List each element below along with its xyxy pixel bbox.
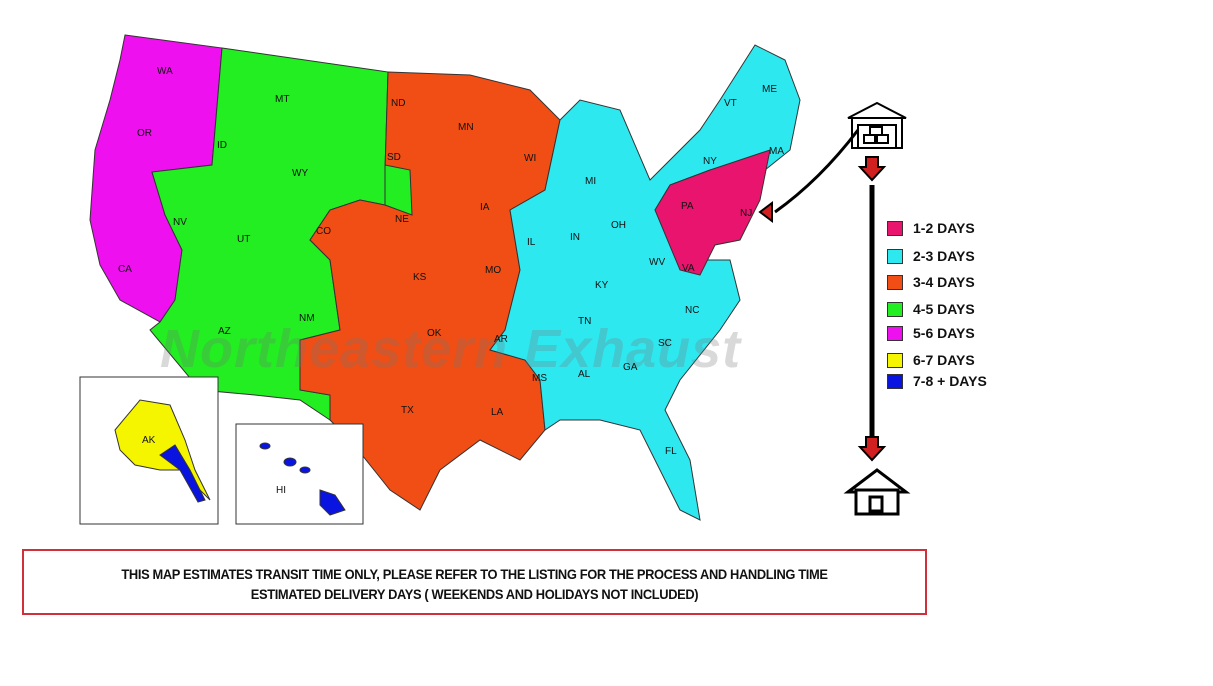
state-label: NE — [395, 214, 409, 225]
legend-swatch — [887, 248, 903, 264]
legend-item: 6-7 DAYS — [887, 351, 975, 369]
state-label: WA — [157, 66, 173, 77]
transit-notice-box: THIS MAP ESTIMATES TRANSIT TIME ONLY, PL… — [22, 549, 927, 615]
legend-item: 1-2 DAYS — [887, 219, 975, 237]
legend-label: 3-4 DAYS — [913, 274, 975, 290]
legend-item: 2-3 DAYS — [887, 247, 975, 265]
legend-swatch — [887, 274, 903, 290]
state-label: TX — [401, 405, 414, 416]
state-label: KS — [413, 272, 427, 283]
state-label: IN — [570, 232, 580, 243]
state-label: MS — [532, 373, 547, 384]
legend-swatch — [887, 352, 903, 368]
nj-arrow-head — [758, 201, 773, 223]
legend-label: 5-6 DAYS — [913, 325, 975, 341]
state-label: KY — [595, 280, 609, 291]
state-label: LA — [491, 407, 504, 418]
legend-label: 6-7 DAYS — [913, 352, 975, 368]
state-label: GA — [623, 362, 638, 373]
state-label: WY — [292, 168, 309, 179]
state-label: ND — [391, 98, 406, 109]
legend-label: 7-8 + DAYS — [913, 373, 987, 389]
state-label: SD — [387, 152, 401, 163]
state-label: IL — [527, 237, 536, 248]
state-label: NV — [173, 217, 187, 228]
alaska-southeast — [159, 444, 206, 503]
state-label: TN — [578, 316, 592, 327]
state-label: CA — [118, 264, 132, 275]
legend-swatch — [887, 301, 903, 317]
legend-label: 4-5 DAYS — [913, 301, 975, 317]
state-label: HI — [276, 485, 286, 496]
state-label: IA — [480, 202, 490, 213]
state-label: WV — [649, 257, 666, 268]
state-label: AK — [142, 435, 156, 446]
state-label: PA — [681, 201, 694, 212]
state-label: SC — [658, 338, 672, 349]
notice-line-2: ESTIMATED DELIVERY DAYS ( WEEKENDS AND H… — [250, 586, 699, 602]
warehouse-icon — [847, 101, 907, 149]
zone-4-5-nebraska — [384, 164, 413, 216]
state-label: NY — [703, 156, 717, 167]
state-label: MT — [275, 94, 290, 105]
watermark-text: Northeastern Exhaust — [160, 319, 742, 379]
state-label: AR — [494, 334, 508, 345]
red-down-arrow-icon — [857, 436, 887, 462]
legend-item: 4-5 DAYS — [887, 300, 975, 318]
legend-item: 7-8 + DAYS — [887, 372, 987, 390]
legend-swatch — [887, 325, 903, 341]
state-label: ID — [217, 140, 227, 151]
state-label: CO — [316, 226, 331, 237]
state-label: NM — [299, 313, 315, 324]
legend-item: 5-6 DAYS — [887, 324, 975, 342]
state-label: OR — [137, 128, 152, 139]
notice-line-1: THIS MAP ESTIMATES TRANSIT TIME ONLY, PL… — [121, 566, 828, 582]
zone-1-2-northeast — [654, 149, 771, 276]
legend-swatch — [887, 373, 903, 389]
state-label: MI — [585, 176, 597, 187]
zone-2-3-east — [489, 44, 801, 521]
state-label: OK — [427, 328, 442, 339]
state-label: UT — [237, 234, 251, 245]
hawaii-islands — [259, 442, 346, 516]
state-label: WI — [524, 153, 537, 164]
house-icon — [843, 468, 911, 516]
curved-arrow-to-nj — [774, 129, 860, 214]
legend-label: 2-3 DAYS — [913, 248, 975, 264]
legend-label: 1-2 DAYS — [913, 220, 975, 236]
state-label: MN — [458, 122, 474, 133]
state-label: AL — [578, 369, 591, 380]
legend-item: 3-4 DAYS — [887, 273, 975, 291]
state-label: MO — [485, 265, 502, 276]
state-label: AZ — [218, 326, 231, 337]
state-label: VT — [724, 98, 737, 109]
state-label: FL — [665, 446, 677, 457]
state-label: OH — [611, 220, 626, 231]
state-label: NC — [685, 305, 700, 316]
state-label: MA — [769, 146, 784, 157]
red-down-arrow-icon — [857, 156, 887, 182]
state-label: NJ — [740, 208, 753, 219]
state-label: ME — [762, 84, 777, 95]
legend-swatch — [887, 220, 903, 236]
state-label: VA — [682, 263, 695, 274]
